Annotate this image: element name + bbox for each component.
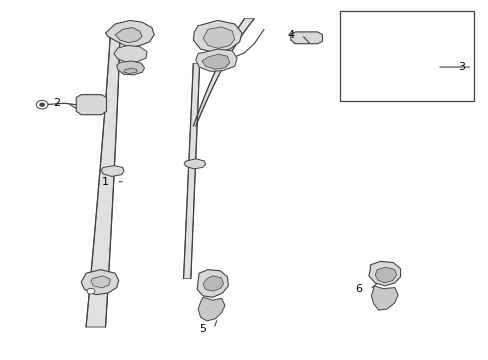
Text: 1: 1 — [102, 177, 109, 187]
Polygon shape — [117, 61, 144, 75]
Polygon shape — [368, 261, 400, 286]
Polygon shape — [193, 19, 254, 126]
Polygon shape — [197, 270, 228, 297]
Text: 5: 5 — [199, 324, 206, 334]
Polygon shape — [183, 159, 205, 169]
Bar — [339, 12, 473, 101]
Polygon shape — [183, 63, 199, 279]
Polygon shape — [203, 276, 223, 291]
Polygon shape — [123, 68, 137, 73]
Circle shape — [87, 288, 95, 294]
Polygon shape — [290, 32, 322, 44]
Polygon shape — [105, 21, 154, 47]
Polygon shape — [374, 267, 396, 283]
Polygon shape — [86, 33, 120, 327]
Polygon shape — [195, 49, 237, 71]
Polygon shape — [198, 297, 224, 321]
Polygon shape — [203, 27, 234, 48]
Text: 3: 3 — [457, 62, 464, 72]
Polygon shape — [101, 166, 124, 176]
Text: 6: 6 — [355, 284, 362, 294]
Polygon shape — [91, 276, 110, 288]
Polygon shape — [76, 95, 106, 115]
Polygon shape — [114, 45, 147, 62]
Text: 2: 2 — [53, 98, 60, 108]
Polygon shape — [81, 270, 119, 295]
Polygon shape — [202, 54, 229, 69]
Circle shape — [40, 103, 44, 107]
Polygon shape — [115, 28, 142, 42]
Circle shape — [36, 100, 48, 109]
Polygon shape — [370, 286, 397, 310]
Text: 4: 4 — [286, 30, 294, 40]
Polygon shape — [193, 21, 242, 53]
